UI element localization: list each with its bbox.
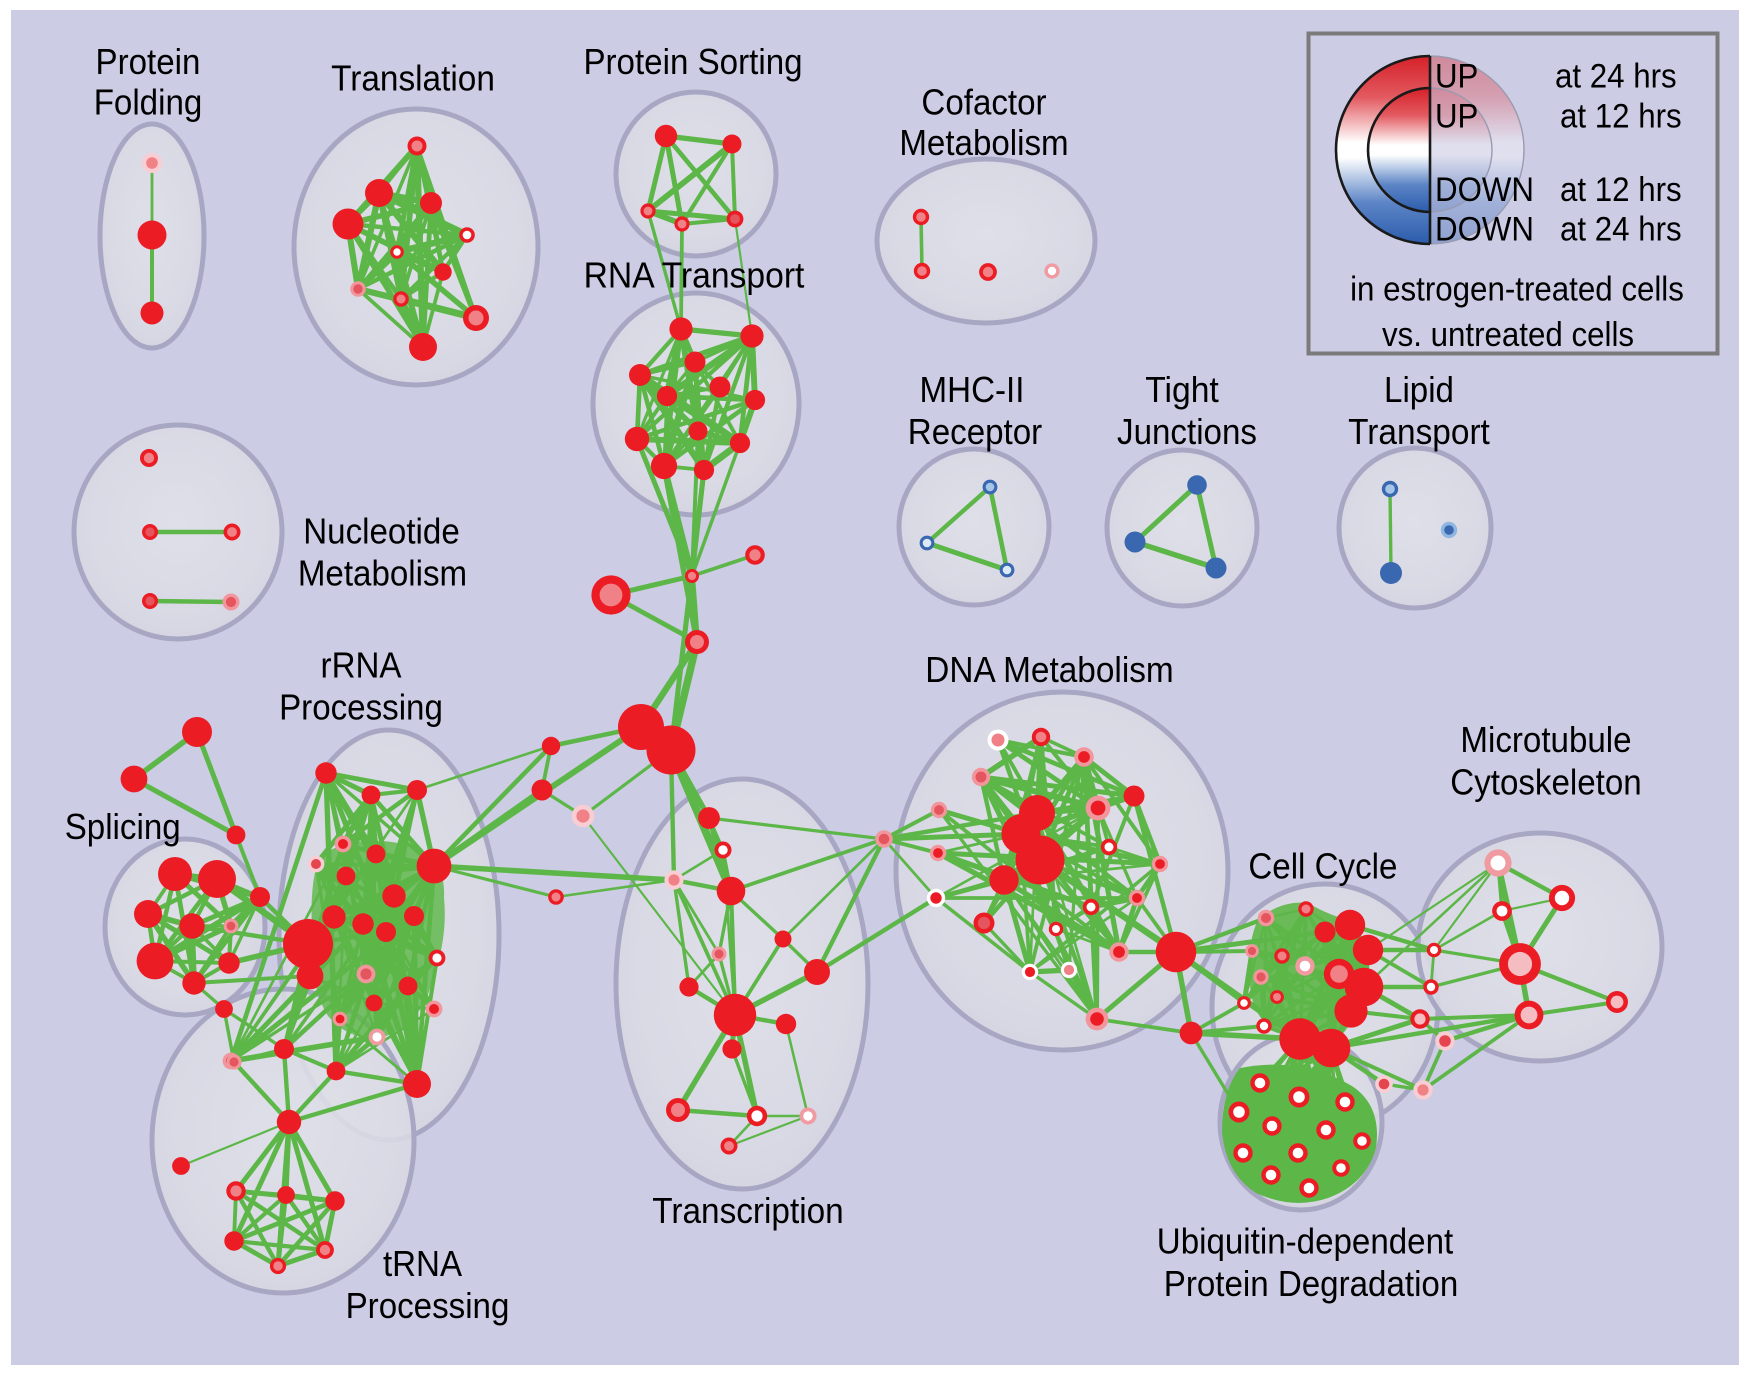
svg-text:at 12 hrs: at 12 hrs xyxy=(1560,171,1682,209)
svg-text:Protein: Protein xyxy=(96,41,201,82)
svg-text:Protein Degradation: Protein Degradation xyxy=(1164,1263,1459,1304)
svg-text:DOWN: DOWN xyxy=(1435,171,1534,209)
svg-text:Folding: Folding xyxy=(94,82,203,123)
svg-text:Ubiquitin-dependent: Ubiquitin-dependent xyxy=(1157,1221,1453,1262)
svg-text:Transport: Transport xyxy=(1348,411,1490,452)
svg-text:at 12 hrs: at 12 hrs xyxy=(1560,98,1682,136)
svg-text:UP: UP xyxy=(1435,98,1478,136)
svg-text:vs. untreated cells: vs. untreated cells xyxy=(1382,316,1634,354)
svg-text:Transcription: Transcription xyxy=(652,1190,843,1231)
svg-text:MHC-II: MHC-II xyxy=(920,369,1025,410)
svg-text:Nucleotide: Nucleotide xyxy=(303,511,460,552)
svg-text:Splicing: Splicing xyxy=(65,806,181,847)
svg-text:Cytoskeleton: Cytoskeleton xyxy=(1450,761,1641,802)
svg-text:Receptor: Receptor xyxy=(908,411,1042,452)
svg-text:Cell Cycle: Cell Cycle xyxy=(1248,845,1397,886)
svg-text:Metabolism: Metabolism xyxy=(899,122,1068,163)
svg-text:Junctions: Junctions xyxy=(1117,411,1257,452)
svg-text:DOWN: DOWN xyxy=(1435,210,1534,248)
svg-text:in estrogen-treated cells: in estrogen-treated cells xyxy=(1350,271,1684,309)
svg-text:UP: UP xyxy=(1435,58,1478,96)
svg-text:Lipid: Lipid xyxy=(1384,369,1454,410)
svg-text:Translation: Translation xyxy=(331,58,495,99)
svg-text:rRNA: rRNA xyxy=(321,645,402,686)
svg-text:at 24 hrs: at 24 hrs xyxy=(1560,210,1682,248)
svg-text:Processing: Processing xyxy=(279,687,443,728)
svg-text:Tight: Tight xyxy=(1145,369,1219,410)
svg-text:RNA Transport: RNA Transport xyxy=(584,255,805,296)
svg-text:tRNA: tRNA xyxy=(383,1243,462,1284)
svg-text:DNA Metabolism: DNA Metabolism xyxy=(925,649,1173,690)
svg-text:Cofactor: Cofactor xyxy=(921,81,1046,122)
svg-text:Microtubule: Microtubule xyxy=(1460,719,1631,760)
svg-text:at 24 hrs: at 24 hrs xyxy=(1555,58,1677,96)
svg-text:Protein Sorting: Protein Sorting xyxy=(583,41,802,82)
svg-text:Metabolism: Metabolism xyxy=(298,553,467,594)
svg-text:Processing: Processing xyxy=(346,1285,510,1326)
